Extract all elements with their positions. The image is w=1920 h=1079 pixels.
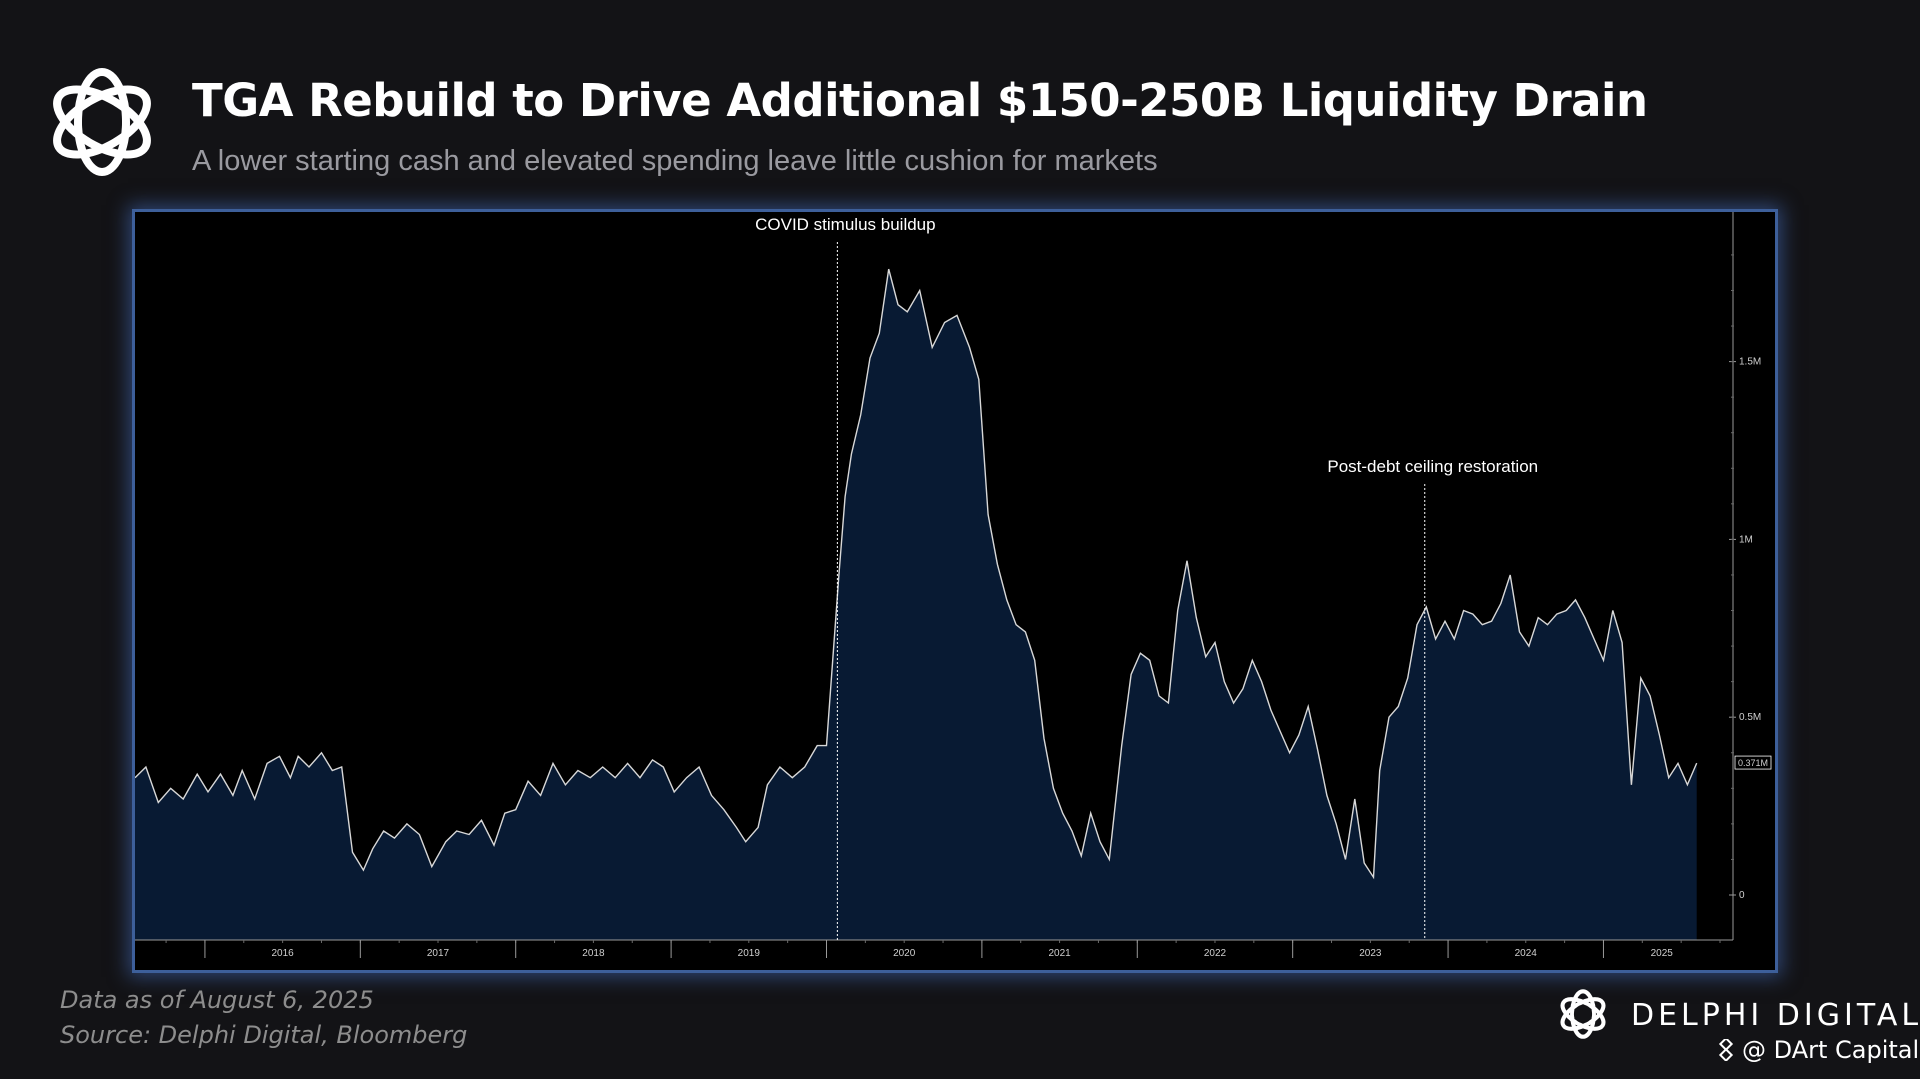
handle-text: @ DArt Capital (1742, 1036, 1920, 1064)
data-date-note: Data as of August 6, 2025 (60, 986, 374, 1014)
annotation-label: COVID stimulus buildup (755, 215, 935, 234)
x-tick-label: 2020 (893, 948, 916, 959)
x-tick-label: 2022 (1204, 948, 1227, 959)
x-tick-label: 2019 (738, 948, 761, 959)
handle-credit: @ DArt Capital (1716, 1036, 1919, 1064)
x-tick-label: 2017 (427, 948, 450, 959)
x-tick-label: 2023 (1359, 948, 1382, 959)
last-value-box (1734, 755, 1772, 770)
tga-area-chart: 0 0.5M 1M 1.5M 0.371M 2016 2017 2018 2019 2020 202… (135, 212, 1772, 959)
y-tick-label: 0.5M (1739, 712, 1761, 723)
page-title: TGA Rebuild to Drive Additional $150-250… (192, 74, 1648, 127)
x-tick-label: 2025 (1651, 948, 1674, 959)
y-tick-label: 0 (1739, 890, 1745, 901)
annotation-label: Post-debt ceiling restoration (1327, 457, 1538, 476)
y-tick-label: 1.5M (1739, 357, 1761, 368)
source-note: Source: Delphi Digital, Bloomberg (60, 1021, 468, 1049)
page-subtitle: A lower starting cash and elevated spend… (192, 145, 1158, 177)
diamond-icon (1718, 1039, 1734, 1061)
x-tick-label: 2016 (271, 948, 294, 959)
x-tick-label: 2018 (582, 948, 605, 959)
y-tick-label: 1M (1739, 534, 1753, 545)
chart-panel: 0 0.5M 1M 1.5M 0.371M 2016 2017 2018 2019 2020 202… (132, 209, 1778, 973)
series-area (135, 269, 1697, 941)
brand-name: DELPHI DIGITAL (1631, 998, 1920, 1033)
delphi-brand-icon (1560, 989, 1606, 1039)
series-line (135, 268, 1698, 880)
x-tick-label: 2021 (1048, 948, 1071, 959)
last-value-label: 0.371M (1738, 758, 1768, 768)
delphi-logo-icon (53, 68, 151, 176)
x-tick-label: 2024 (1515, 948, 1538, 959)
